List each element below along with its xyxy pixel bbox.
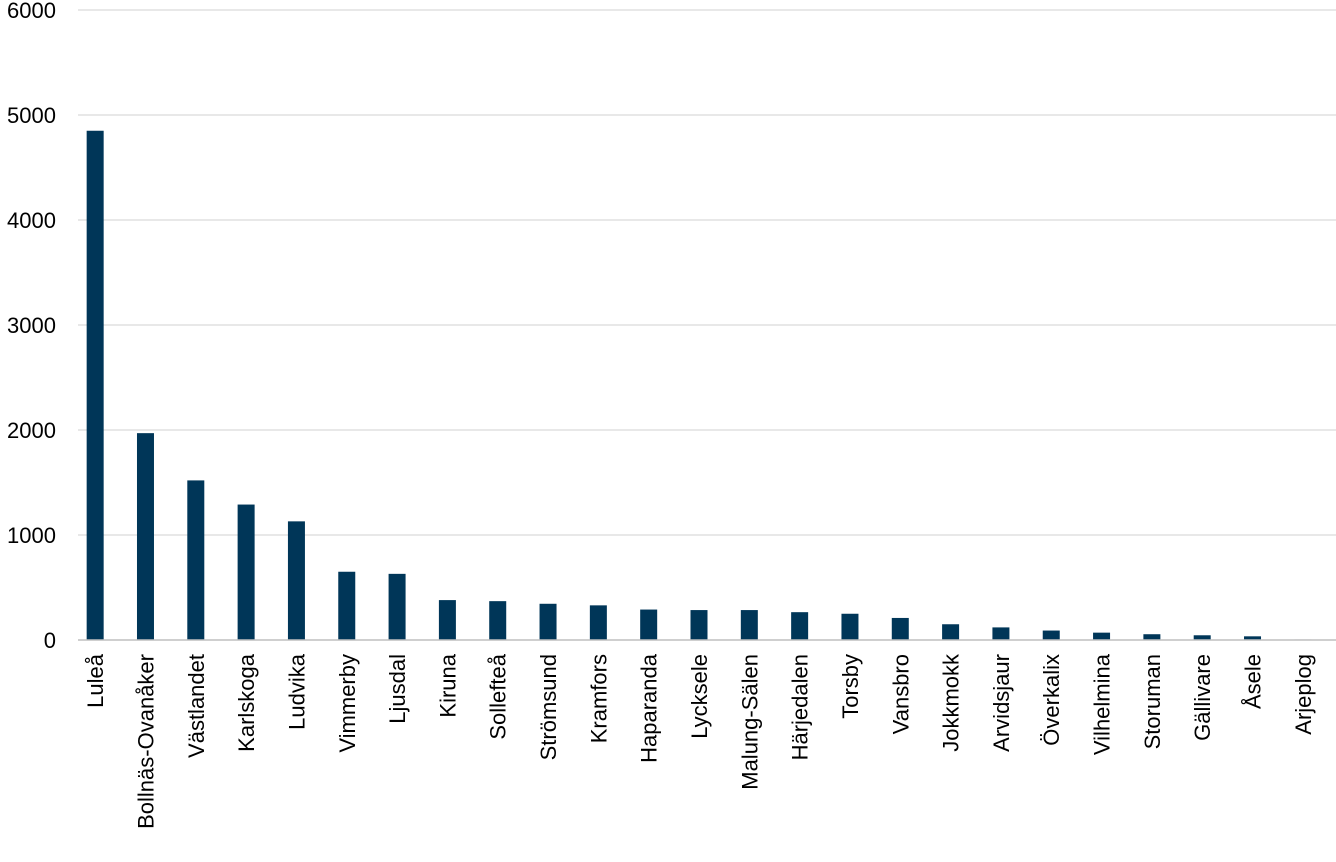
x-tick-label: Åsele	[1241, 654, 1266, 709]
bar	[1143, 634, 1161, 640]
bar	[942, 624, 960, 640]
bar	[438, 600, 456, 640]
y-tick-label: 1000	[7, 523, 56, 548]
x-tick-label: Malung-Sälen	[737, 654, 762, 790]
x-tick-label: Härjedalen	[788, 654, 813, 760]
bar	[1042, 630, 1060, 640]
bar	[992, 627, 1010, 640]
x-tick-label: Västlandet	[184, 654, 209, 758]
x-tick-label: Ljusdal	[385, 654, 410, 724]
x-tick-label: Karlskoga	[234, 653, 259, 752]
x-tick-label: Haparanda	[637, 653, 662, 763]
x-tick-label: Gällivare	[1190, 654, 1215, 741]
x-axis-labels: Luleå Bollnäs-Ovanåker Västlandet Karlskoga…	[83, 653, 1316, 829]
y-axis-ticks: 0 1000 2000 3000 4000 5000 6000	[7, 0, 56, 653]
bar	[86, 130, 104, 640]
y-tick-label: 6000	[7, 0, 56, 23]
bar	[1244, 636, 1262, 640]
bar	[388, 573, 406, 640]
bar	[187, 480, 205, 640]
bar	[136, 433, 154, 640]
bar	[539, 603, 557, 640]
x-tick-label: Storuman	[1140, 654, 1165, 749]
bar	[1193, 635, 1211, 640]
y-tick-label: 5000	[7, 103, 56, 128]
bar	[589, 605, 607, 640]
y-tick-label: 3000	[7, 313, 56, 338]
x-tick-label: Bollnäs-Ovanåker	[133, 654, 158, 829]
x-tick-label: Vansbro	[888, 654, 913, 734]
x-tick-label: Lycksele	[687, 654, 712, 739]
bar	[1093, 632, 1111, 640]
x-tick-label: Arjeplog	[1291, 654, 1316, 735]
x-tick-label: Arvidsjaur	[989, 654, 1014, 752]
bar	[740, 610, 758, 640]
x-tick-label: Vimmerby	[335, 654, 360, 753]
bar	[690, 610, 708, 640]
bar	[891, 617, 909, 640]
bar	[237, 504, 255, 640]
bar	[640, 609, 658, 640]
bar	[287, 521, 305, 640]
x-tick-label: Vilhelmina	[1090, 653, 1115, 755]
x-tick-label: Sollefteå	[486, 653, 511, 739]
x-tick-label: Luleå	[83, 653, 108, 708]
bar	[841, 613, 859, 640]
bars	[86, 130, 1312, 640]
gridlines	[78, 9, 1336, 536]
y-tick-label: 0	[44, 628, 56, 653]
y-tick-label: 2000	[7, 418, 56, 443]
x-tick-label: Strömsund	[536, 654, 561, 760]
x-tick-label: Ludvika	[284, 653, 309, 730]
bar	[338, 571, 356, 640]
x-tick-label: Överkalix	[1039, 654, 1064, 746]
bar	[489, 601, 507, 640]
x-tick-label: Jokkmokk	[939, 653, 964, 752]
y-tick-label: 4000	[7, 208, 56, 233]
bar	[791, 612, 809, 640]
x-tick-label: Kramfors	[586, 654, 611, 743]
x-tick-label: Kiruna	[435, 653, 460, 717]
x-tick-label: Torsby	[838, 654, 863, 719]
